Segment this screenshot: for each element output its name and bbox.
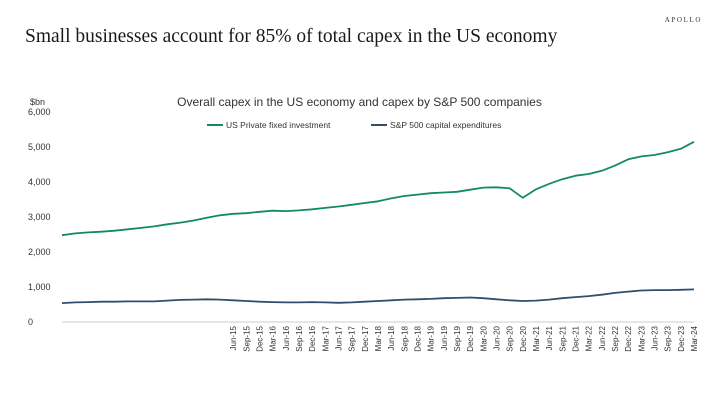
page-headline: Small businesses account for 85% of tota… <box>25 26 558 47</box>
series-line-private-investment <box>61 141 695 237</box>
x-tick-label: Mar-18 <box>374 325 383 351</box>
x-tick-label: Mar-23 <box>637 325 646 351</box>
y-tick-label: 0 <box>28 317 33 327</box>
legend-item-sp500-capex: S&P 500 capital expenditures <box>371 120 501 130</box>
x-tick-label: Jun-18 <box>387 325 396 350</box>
x-tick-label: Jun-22 <box>598 325 607 350</box>
y-tick-label: 1,000 <box>28 282 51 292</box>
x-tick-label: Dec-21 <box>572 325 581 351</box>
x-tick-label: Sep-18 <box>400 325 409 351</box>
legend-label-private-investment: US Private fixed investment <box>226 120 331 130</box>
x-tick-label: Mar-20 <box>479 325 488 351</box>
x-tick-label: Jun-17 <box>335 325 344 350</box>
x-tick-label: Sep-23 <box>664 325 673 351</box>
y-tick-label: 3,000 <box>28 212 51 222</box>
x-tick-label: Jun-23 <box>651 325 660 350</box>
x-tick-label: Mar-16 <box>269 325 278 351</box>
y-tick-label: 2,000 <box>28 247 51 257</box>
x-tick-label: Dec-19 <box>466 325 475 351</box>
x-tick-label: Mar-19 <box>427 325 436 351</box>
x-tick-label: Sep-22 <box>611 325 620 351</box>
x-tick-label: Dec-16 <box>308 325 317 351</box>
series-line-sp500-capex <box>61 288 695 304</box>
y-axis-unit: $bn <box>30 97 46 107</box>
legend-swatch-private-investment <box>207 124 223 126</box>
x-tick-label: Jun-15 <box>229 325 238 350</box>
x-tick-label: Jun-20 <box>493 325 502 350</box>
x-tick-label: Dec-15 <box>256 325 265 351</box>
x-tick-label: Sep-17 <box>348 325 357 351</box>
y-tick-label: 4,000 <box>28 177 51 187</box>
legend-swatch-sp500-capex <box>371 124 387 126</box>
x-tick-label: Mar-24 <box>690 325 699 351</box>
x-tick-label: Sep-20 <box>506 325 515 351</box>
legend-item-private-investment: US Private fixed investment <box>207 120 330 130</box>
x-tick-label: Jun-21 <box>545 325 554 350</box>
x-tick-label: Sep-16 <box>295 325 304 351</box>
x-tick-label: Mar-17 <box>321 325 330 351</box>
x-tick-label: Dec-18 <box>414 325 423 351</box>
x-tick-label: Dec-22 <box>624 325 633 351</box>
y-tick-label: 5,000 <box>28 142 51 152</box>
x-tick-label: Jun-19 <box>440 325 449 350</box>
chart-title: Overall capex in the US economy and cape… <box>177 95 542 109</box>
x-tick-label: Jun-16 <box>282 325 291 350</box>
legend-label-sp500-capex: S&P 500 capital expenditures <box>390 120 502 130</box>
x-tick-label: Mar-22 <box>585 325 594 351</box>
x-tick-label: Dec-20 <box>519 325 528 351</box>
x-tick-label: Sep-19 <box>453 325 462 351</box>
x-tick-label: Mar-21 <box>532 325 541 351</box>
y-tick-label: 6,000 <box>28 107 51 117</box>
brand-logo: APOLLO <box>664 16 702 24</box>
x-tick-label: Sep-15 <box>242 325 251 351</box>
x-tick-label: Sep-21 <box>558 325 567 351</box>
x-tick-label: Dec-23 <box>677 325 686 351</box>
x-tick-label: Dec-17 <box>361 325 370 351</box>
